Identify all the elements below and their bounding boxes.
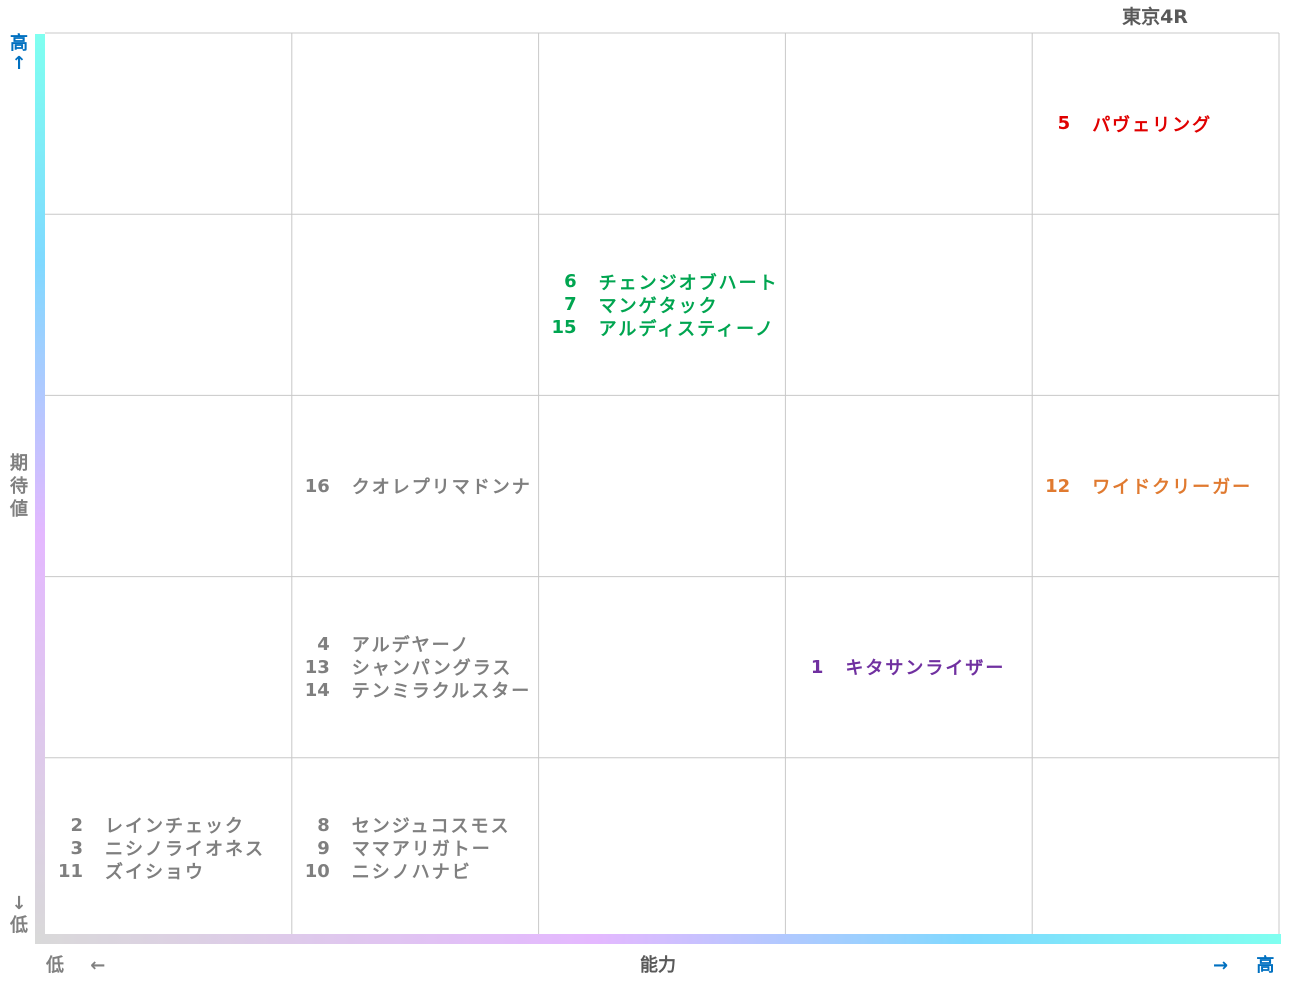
cell-horse-group: 12 ワイドクリーガー	[1040, 475, 1253, 499]
x-axis-high-label: → 高	[1213, 951, 1274, 977]
horse-number: 5	[1057, 113, 1071, 135]
y-low-text: 低	[10, 915, 28, 936]
horse-name: チェンジオブハート	[598, 272, 779, 294]
arrow-down-icon: ↓	[11, 893, 27, 914]
cell-horse-group: 16 クオレプリマドンナ	[300, 475, 532, 499]
horse-label: 4 アルデヤーノ	[300, 633, 531, 657]
x-axis-bar	[35, 934, 1281, 944]
horse-label: 7 マンゲタック	[547, 293, 779, 317]
horse-name: キタサンライザー	[845, 658, 1006, 680]
horse-label: 11 ズイショウ	[53, 860, 265, 884]
horse-number: 8	[317, 814, 330, 836]
horse-name: テンミラクルスター	[351, 681, 532, 703]
horse-label: 10 ニシノハナビ	[300, 860, 511, 884]
horse-label: 9 ママアリガトー	[300, 837, 511, 861]
chart-title: 東京4R	[1122, 6, 1188, 28]
horse-label: 3 ニシノライオネス	[53, 837, 265, 861]
arrow-up-icon: ↑	[11, 53, 27, 74]
cell-horse-group: 8 センジュコスモス 9 ママアリガトー 10 ニシノハナビ	[300, 814, 511, 884]
horse-number: 13	[304, 656, 330, 678]
horse-label: 8 センジュコスモス	[300, 814, 511, 838]
horse-name: アルデヤーノ	[351, 635, 471, 657]
horse-number: 6	[564, 271, 577, 293]
horse-number: 14	[304, 679, 330, 701]
horse-number: 9	[317, 837, 330, 859]
cell-horse-group: 4 アルデヤーノ 13 シャンパングラス 14 テンミラクルスター	[300, 633, 532, 703]
x-axis-low-label: 低 ←	[46, 951, 105, 977]
horse-number: 11	[57, 860, 83, 882]
horse-name: クオレプリマドンナ	[351, 477, 532, 498]
horse-label: 16 クオレプリマドンナ	[300, 475, 532, 499]
y-high-text: 高	[10, 33, 28, 54]
horse-label: 6 チェンジオブハート	[547, 270, 779, 294]
horse-name: アルディスティーノ	[598, 318, 775, 340]
horse-label: 12 ワイドクリーガー	[1040, 475, 1253, 499]
y-axis-title-char: 待	[10, 476, 28, 497]
cell-horse-group: 5 パヴェリング	[1040, 112, 1213, 136]
x-high-text: 高	[1256, 955, 1275, 976]
horse-number: 10	[304, 860, 330, 882]
horse-name: マンゲタック	[598, 295, 719, 317]
horse-label: 13 シャンパングラス	[300, 656, 531, 680]
y-axis-title-char: 値	[10, 499, 28, 520]
arrow-left-icon: ←	[90, 955, 106, 976]
horse-number: 4	[317, 633, 330, 655]
horse-name: ニシノハナビ	[351, 862, 472, 884]
y-axis-title-char: 期	[10, 453, 28, 474]
horse-name: ニシノライオネス	[105, 839, 265, 861]
horse-number: 15	[551, 317, 577, 339]
horse-number: 1	[810, 656, 824, 678]
horse-label: 1 キタサンライザー	[793, 656, 1006, 680]
arrow-right-icon: →	[1213, 955, 1229, 976]
x-low-text: 低	[46, 955, 64, 976]
horse-name: ズイショウ	[105, 862, 205, 884]
horse-number: 16	[304, 475, 330, 497]
horse-number: 7	[564, 294, 577, 316]
y-axis-high-label: 高 ↑	[9, 34, 29, 74]
y-axis-bar	[35, 34, 45, 944]
horse-number: 12	[1045, 475, 1071, 497]
horse-name: センジュコスモス	[351, 816, 511, 838]
cell-horse-group: 1 キタサンライザー	[793, 656, 1006, 680]
y-axis-low-label: ↓ 低	[9, 893, 29, 937]
horse-label: 2 レインチェック	[53, 814, 265, 838]
horse-name: ワイドクリーガー	[1092, 477, 1253, 498]
cell-horse-group: 2 レインチェック 3 ニシノライオネス 11 ズイショウ	[53, 814, 265, 884]
horse-name: パヴェリング	[1092, 114, 1213, 136]
horse-number: 3	[70, 837, 83, 859]
horse-label: 5 パヴェリング	[1040, 112, 1213, 136]
horse-name: シャンパングラス	[351, 658, 513, 680]
x-axis-title: 能力	[640, 955, 676, 976]
horse-name: ママアリガトー	[351, 839, 492, 861]
horse-name: レインチェック	[105, 816, 245, 838]
y-axis-title: 期待値	[9, 452, 29, 521]
horse-number: 2	[70, 814, 83, 836]
horse-label: 15 アルディスティーノ	[547, 316, 779, 340]
cell-horse-group: 6 チェンジオブハート 7 マンゲタック 15 アルディスティーノ	[547, 270, 779, 340]
horse-label: 14 テンミラクルスター	[300, 679, 532, 703]
